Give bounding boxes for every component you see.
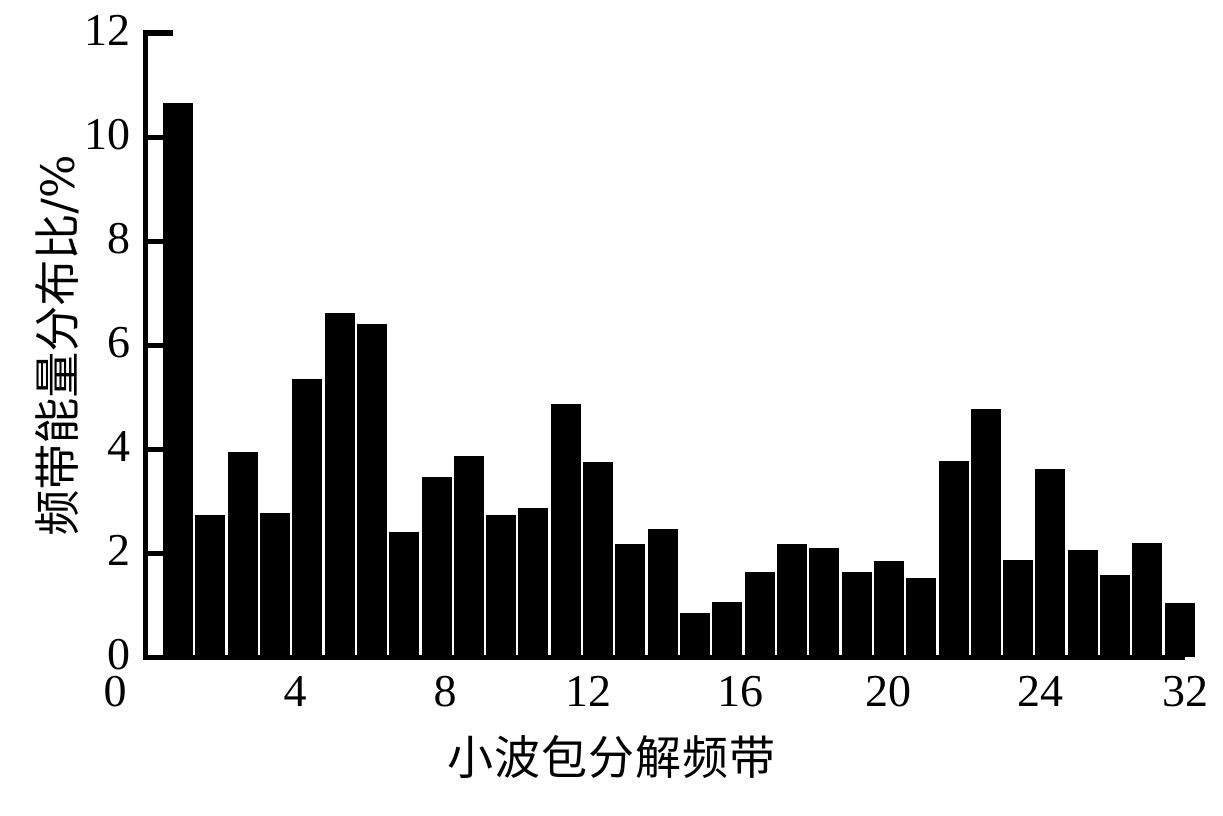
bar (841, 572, 872, 657)
bar (1100, 574, 1131, 657)
y-axis-tick-label: 2 (107, 524, 130, 575)
bar (938, 460, 969, 657)
bar (356, 324, 387, 657)
bar (873, 561, 904, 657)
bar (518, 507, 549, 657)
x-axis-tick-label: 32 (1162, 665, 1208, 716)
y-axis-tick (143, 447, 173, 452)
bar (324, 312, 355, 657)
x-axis-tick-label: 20 (865, 665, 911, 716)
y-axis-tick-label: 12 (84, 4, 130, 55)
bar (615, 543, 646, 657)
bar (1067, 549, 1098, 657)
bar (1132, 542, 1163, 657)
y-axis-tick (143, 239, 173, 244)
bar (163, 103, 194, 657)
bar (712, 602, 743, 657)
y-axis-tick (143, 135, 173, 140)
bar (486, 514, 517, 657)
bar (453, 456, 484, 657)
y-axis-tick (143, 31, 173, 36)
x-axis-tick-label: 12 (565, 665, 611, 716)
x-axis-title: 小波包分解频带 (447, 731, 776, 785)
y-axis-tick-label: 8 (107, 212, 130, 263)
y-axis-tick (143, 551, 173, 556)
bar (550, 403, 581, 657)
bar (906, 577, 937, 657)
bar (583, 462, 614, 657)
y-axis-tick-label: 0 (107, 628, 130, 679)
bar (259, 513, 290, 657)
y-axis-title: 频带能量分布比/% (31, 154, 85, 536)
bar (421, 476, 452, 657)
x-axis-tick-label: 8 (433, 665, 457, 716)
y-axis-tick-label: 6 (107, 316, 130, 367)
bar (1003, 560, 1034, 657)
bar (776, 544, 807, 657)
bar (1164, 602, 1195, 657)
y-axis-tick (143, 343, 173, 348)
y-axis-tick-label: 10 (84, 108, 130, 159)
bar (809, 548, 840, 657)
x-axis-tick-label: 4 (283, 665, 307, 716)
x-axis-spine (143, 655, 1185, 660)
bar (389, 531, 420, 657)
bar (227, 452, 258, 657)
bar (744, 571, 775, 657)
x-axis-tick-label: 24 (1017, 665, 1063, 716)
bar (292, 379, 323, 657)
bar (1035, 468, 1066, 657)
y-axis-tick-label: 4 (107, 420, 130, 471)
bar (970, 408, 1001, 657)
x-axis-tick-label: 0 (103, 665, 127, 716)
bar (195, 515, 226, 657)
bar (680, 612, 711, 657)
bar (647, 528, 678, 657)
plot-area (147, 33, 1195, 657)
x-axis-tick-label: 16 (717, 665, 763, 716)
